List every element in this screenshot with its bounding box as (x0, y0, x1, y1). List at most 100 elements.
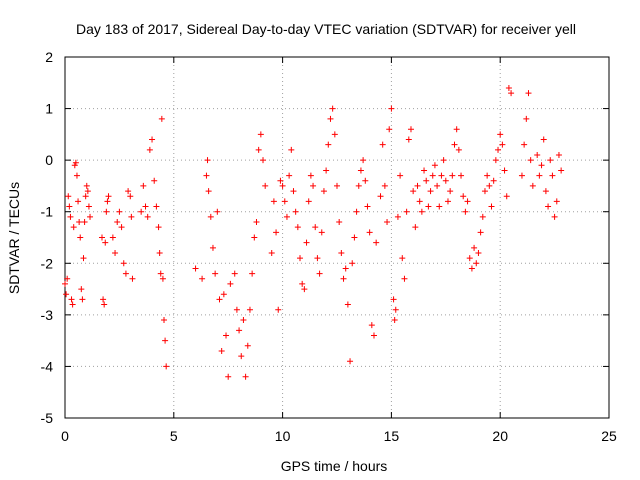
y-tick-label: -2 (41, 255, 54, 271)
data-point (249, 270, 256, 277)
data-point (159, 275, 166, 282)
data-point (423, 177, 430, 184)
data-point (551, 213, 558, 220)
data-point (114, 219, 121, 226)
x-tick-label: 15 (384, 428, 400, 444)
data-point (362, 177, 369, 184)
data-point (79, 296, 86, 303)
data-point (473, 260, 480, 267)
data-point (156, 249, 163, 256)
data-point (475, 249, 482, 256)
data-point (127, 193, 134, 200)
data-point (464, 198, 471, 205)
data-point (444, 198, 451, 205)
data-point (338, 249, 345, 256)
data-point (273, 229, 280, 236)
y-tick-label: -5 (41, 410, 54, 426)
data-point (429, 172, 436, 179)
data-point (203, 172, 210, 179)
data-point (355, 182, 362, 189)
data-point (82, 193, 89, 200)
data-point (76, 219, 83, 226)
data-point (299, 280, 306, 287)
data-point (379, 141, 386, 148)
data-point (553, 198, 560, 205)
data-point (216, 296, 223, 303)
data-point (349, 260, 356, 267)
data-point (220, 291, 227, 298)
data-point (508, 90, 515, 97)
data-point (344, 301, 351, 308)
data-point (294, 224, 301, 231)
data-point (421, 167, 428, 174)
data-point (427, 188, 434, 195)
data-point (538, 162, 545, 169)
y-tick-label: 2 (45, 49, 53, 65)
x-tick-label: 5 (170, 428, 178, 444)
data-point (503, 193, 510, 200)
data-point (381, 182, 388, 189)
data-point (118, 224, 125, 231)
data-point (418, 208, 425, 215)
data-point (384, 219, 391, 226)
data-point (68, 296, 75, 303)
data-point (105, 193, 112, 200)
data-point (125, 188, 132, 195)
x-tick-label: 0 (61, 428, 69, 444)
data-point (62, 280, 68, 287)
data-point (453, 126, 460, 133)
data-point (458, 172, 465, 179)
data-point (397, 172, 404, 179)
data-point (227, 280, 234, 287)
data-point (327, 115, 334, 122)
data-point (416, 198, 423, 205)
data-point (440, 157, 447, 164)
data-point (77, 234, 84, 241)
data-point (499, 141, 506, 148)
data-point (205, 188, 212, 195)
data-point (151, 177, 158, 184)
data-point (320, 188, 327, 195)
data-point (447, 188, 454, 195)
data-point (225, 373, 232, 380)
data-point (288, 146, 295, 153)
data-point (71, 162, 78, 169)
data-point (438, 172, 445, 179)
data-point (144, 213, 151, 220)
axis-ticks: 0 5 10 15 20 25 -5 -4 -3 -2 -1 0 1 2 (41, 49, 617, 444)
data-point (81, 219, 88, 226)
data-point (292, 208, 299, 215)
data-point (436, 203, 443, 210)
data-point (78, 286, 85, 293)
data-point (518, 172, 525, 179)
data-point (477, 229, 484, 236)
data-point (104, 198, 111, 205)
data-point (233, 306, 240, 313)
data-point (449, 172, 456, 179)
data-point (80, 255, 87, 262)
data-point (334, 182, 340, 189)
data-point (281, 198, 288, 205)
data-point (286, 172, 293, 179)
data-point (534, 151, 541, 158)
data-point (407, 126, 414, 133)
data-point (310, 182, 317, 189)
data-point (316, 270, 323, 277)
data-point (98, 234, 105, 241)
data-point (238, 353, 245, 360)
data-point (101, 301, 108, 308)
x-tick-label: 10 (275, 428, 291, 444)
data-point (112, 249, 119, 256)
data-point (116, 208, 123, 215)
data-point (466, 255, 473, 262)
data-point (157, 270, 164, 277)
data-point (370, 332, 377, 339)
data-point (505, 84, 512, 91)
data-point (377, 193, 384, 200)
data-point (207, 213, 214, 220)
data-point (525, 90, 532, 97)
data-point (490, 177, 497, 184)
data-point (240, 317, 247, 324)
data-point (479, 213, 486, 220)
data-point (192, 265, 199, 272)
